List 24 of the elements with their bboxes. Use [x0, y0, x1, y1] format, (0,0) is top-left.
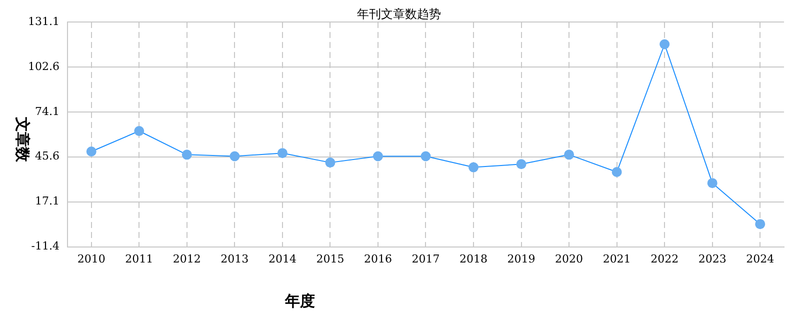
- y-tick-label: 131.1: [28, 14, 60, 28]
- x-axis-title: 年度: [284, 292, 316, 311]
- y-tick-label: 102.6: [28, 60, 60, 73]
- y-tick-label: 74.1: [34, 104, 60, 118]
- x-tick-label: 2014: [268, 252, 296, 266]
- x-tick-label: 2022: [650, 252, 679, 266]
- x-tick-label: 2018: [460, 252, 488, 266]
- x-tick-label: 2019: [507, 252, 536, 266]
- x-tick-label: 2020: [555, 252, 584, 266]
- x-tick-label: 2023: [698, 252, 726, 266]
- x-tick-label: 2017: [412, 252, 440, 266]
- y-tick-label: -11.4: [31, 240, 60, 253]
- x-tick-label: 2010: [77, 252, 106, 266]
- y-tick-label: 45.6: [34, 150, 60, 163]
- chart-title: 年刊文章数趋势: [357, 7, 441, 21]
- x-tick-label: 2011: [125, 252, 154, 266]
- y-axis-title: 文章数: [12, 116, 32, 164]
- x-tick-label: 2015: [316, 252, 344, 266]
- y-tick-label: 17.1: [34, 194, 60, 208]
- x-tick-label: 2024: [746, 252, 774, 266]
- x-tick-label: 2021: [602, 252, 631, 266]
- x-tick-label: 2016: [364, 252, 392, 266]
- x-tick-label: 2013: [220, 252, 249, 266]
- x-tick-label: 2012: [172, 252, 201, 266]
